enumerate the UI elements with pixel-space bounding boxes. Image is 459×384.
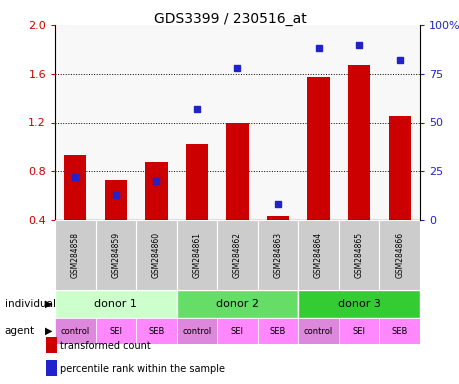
Text: percentile rank within the sample: percentile rank within the sample — [60, 364, 225, 374]
Text: SEB: SEB — [391, 326, 407, 336]
Text: SEI: SEI — [230, 326, 243, 336]
Bar — [176, 220, 217, 290]
Bar — [95, 318, 136, 344]
Bar — [298, 220, 338, 290]
Text: ▶: ▶ — [45, 326, 53, 336]
Text: GSM284862: GSM284862 — [233, 232, 241, 278]
Bar — [298, 318, 338, 344]
Text: individual: individual — [5, 299, 56, 309]
Bar — [176, 318, 217, 344]
Bar — [266, 216, 289, 220]
Bar — [307, 78, 329, 220]
Bar — [55, 318, 95, 344]
Text: GSM284865: GSM284865 — [354, 232, 363, 278]
Text: agent: agent — [5, 326, 34, 336]
Text: control: control — [182, 326, 211, 336]
Text: SEB: SEB — [269, 326, 285, 336]
Bar — [55, 290, 176, 318]
Bar — [95, 220, 136, 290]
Text: SEB: SEB — [148, 326, 164, 336]
Text: GSM284864: GSM284864 — [313, 232, 322, 278]
Bar — [46, 337, 57, 353]
Bar — [55, 220, 95, 290]
Text: donor 3: donor 3 — [337, 299, 380, 309]
Bar — [136, 318, 176, 344]
Bar — [217, 318, 257, 344]
Text: control: control — [61, 326, 90, 336]
Bar — [338, 220, 379, 290]
Text: ▶: ▶ — [45, 299, 53, 309]
Bar — [347, 65, 369, 220]
Text: GSM284859: GSM284859 — [111, 232, 120, 278]
Text: GSM284858: GSM284858 — [71, 232, 79, 278]
Bar — [338, 318, 379, 344]
Bar — [64, 156, 86, 220]
Text: SEI: SEI — [109, 326, 122, 336]
Text: donor 2: donor 2 — [216, 299, 258, 309]
Bar — [379, 318, 419, 344]
Bar — [257, 220, 298, 290]
Bar — [226, 122, 248, 220]
Text: GDS3399 / 230516_at: GDS3399 / 230516_at — [153, 12, 306, 25]
Bar — [46, 360, 57, 376]
Bar — [379, 220, 419, 290]
Text: GSM284861: GSM284861 — [192, 232, 201, 278]
Bar — [136, 220, 176, 290]
Bar — [105, 180, 127, 220]
Bar — [176, 290, 298, 318]
Text: control: control — [303, 326, 332, 336]
Bar — [388, 116, 410, 220]
Text: GSM284860: GSM284860 — [151, 232, 161, 278]
Text: donor 1: donor 1 — [94, 299, 137, 309]
Text: SEI: SEI — [352, 326, 365, 336]
Text: GSM284863: GSM284863 — [273, 232, 282, 278]
Bar — [257, 318, 298, 344]
Text: transformed count: transformed count — [60, 341, 151, 351]
Text: GSM284866: GSM284866 — [394, 232, 403, 278]
Bar — [217, 220, 257, 290]
Bar — [185, 144, 207, 220]
Bar — [145, 162, 167, 220]
Bar — [298, 290, 419, 318]
